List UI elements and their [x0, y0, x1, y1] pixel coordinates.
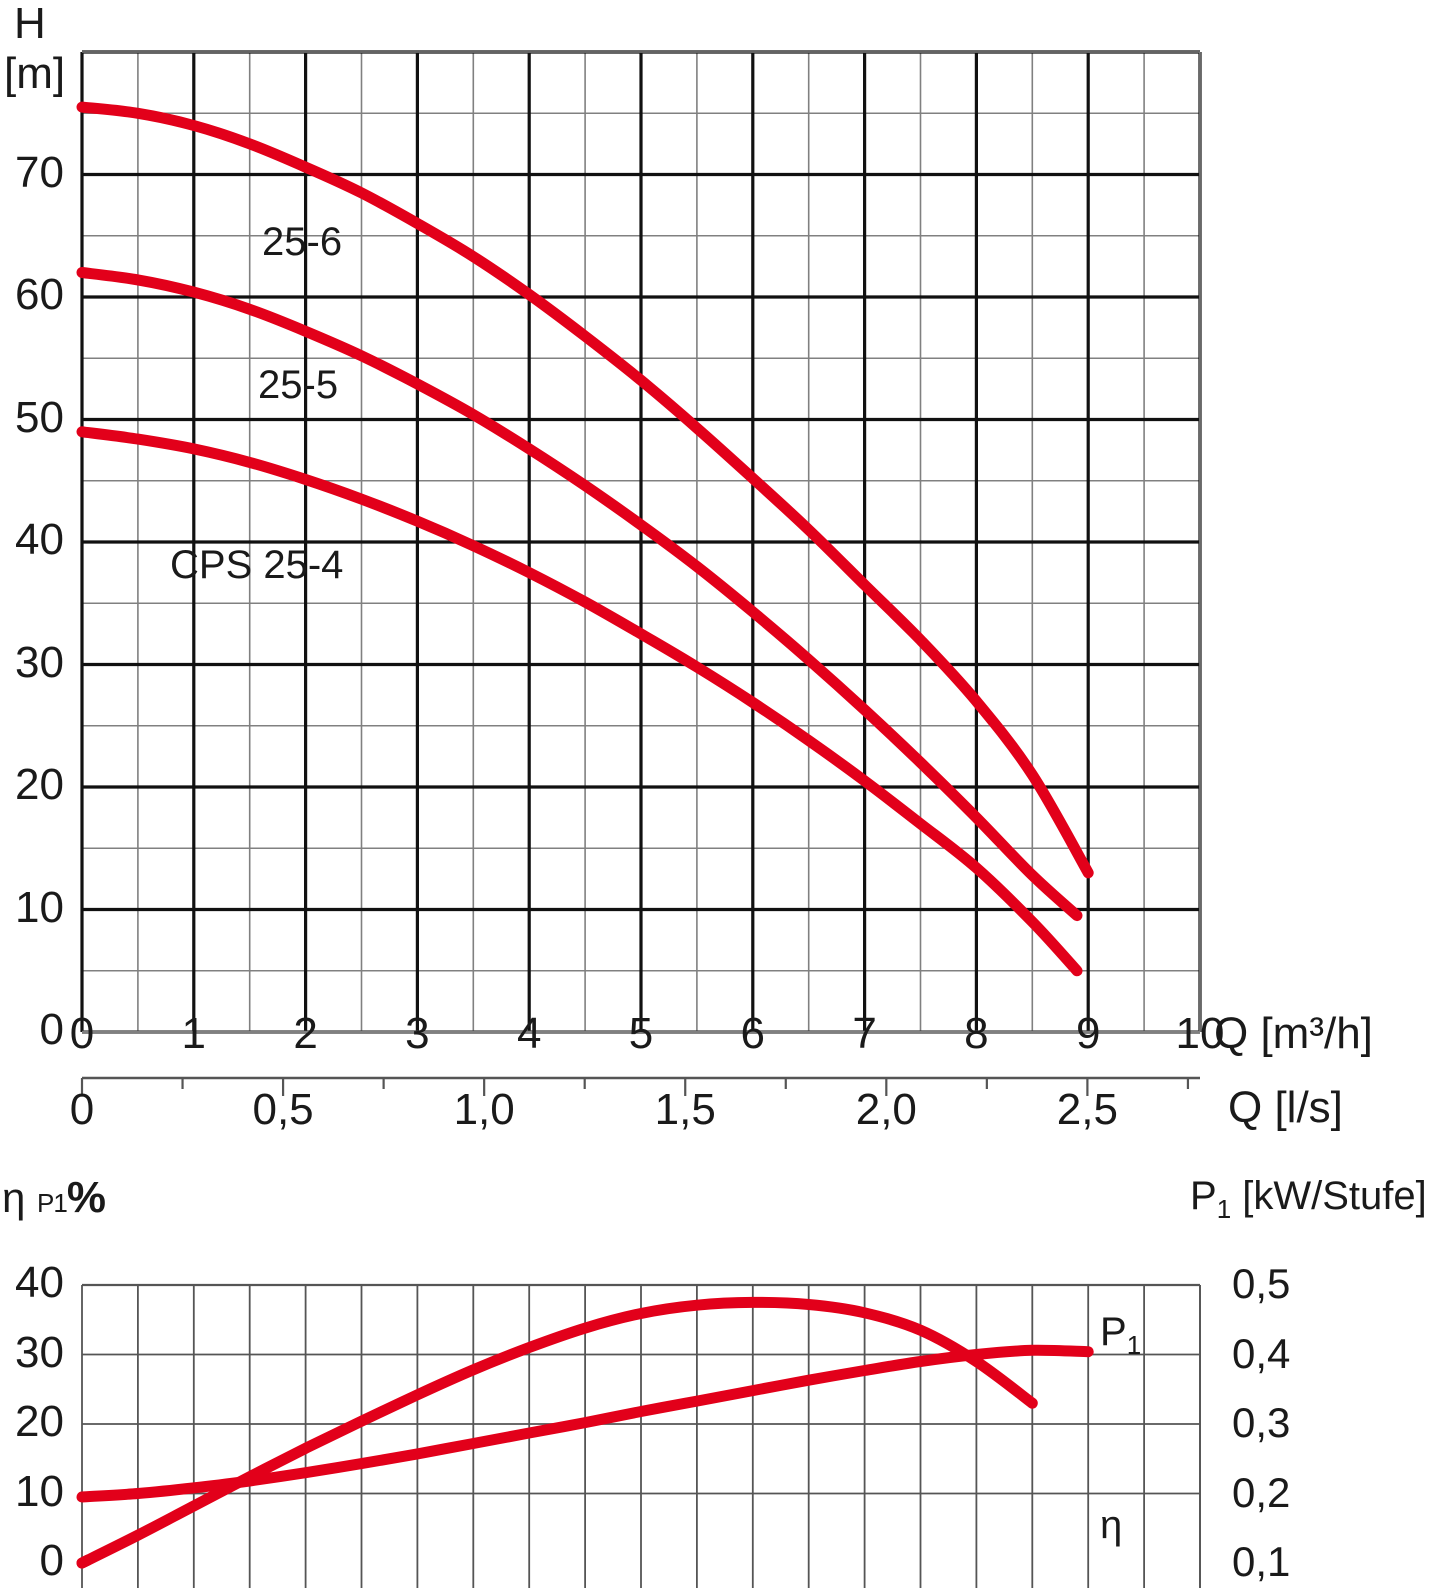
x-tick-m3h-1: 1	[181, 1009, 207, 1058]
lower-y-tick-30: 30	[15, 1327, 64, 1377]
x-tick-m3h-5: 5	[628, 1009, 654, 1058]
efficiency-axis-title: η P1%	[2, 1176, 106, 1220]
lower-y-tick-0: 0	[39, 1536, 64, 1585]
p1-tick-0,3: 0,3	[1232, 1399, 1291, 1446]
lower-y-tick-40: 40	[15, 1258, 64, 1307]
eta-subscript: P1	[37, 1188, 68, 1218]
power-symbol: P	[1190, 1174, 1217, 1218]
x-tick-ls-1,5: 1,5	[654, 1085, 716, 1134]
head-curve-25-6	[76, 101, 1094, 879]
x-tick-m3h-3: 3	[405, 1009, 430, 1058]
head-axis-unit: [m]	[4, 49, 66, 98]
y-tick-50: 50	[15, 392, 64, 442]
lower-curve-eta-tail	[76, 1554, 94, 1569]
x-tick-m3h-0: 0	[69, 1009, 95, 1058]
head-chart-major-grid	[80, 50, 1202, 1034]
head-chart-curves	[76, 101, 1094, 977]
curve-label-eta: η	[1100, 1505, 1122, 1545]
percent-symbol: %	[66, 1173, 106, 1222]
curve-label-25-5-text: 25-5	[258, 363, 339, 407]
y-tick-40: 40	[15, 515, 64, 564]
flow-ls-axis-title: Q [l/s]	[1228, 1083, 1343, 1132]
x-tick-m3h-6: 6	[740, 1009, 766, 1058]
x-tick-ls-2,0: 2,0	[855, 1085, 917, 1134]
y-tick-60: 60	[15, 270, 64, 319]
p1-tick-0,5: 0,5	[1232, 1260, 1291, 1307]
curve-label-p1: P1	[1100, 1312, 1141, 1358]
y-tick-70: 70	[15, 147, 64, 197]
efficiency-chart-curves	[76, 1296, 1094, 1569]
power-unit-text: [kW/Stufe]	[1231, 1174, 1427, 1218]
curve-label-25-5: 25-5	[258, 365, 338, 405]
p1-tick-0,1: 0,1	[1232, 1538, 1291, 1585]
x-tick-ls-1,0: 1,0	[453, 1085, 515, 1134]
head-curve-cps-25-4	[76, 426, 1083, 977]
curve-label-p1-text: P	[1100, 1310, 1127, 1354]
flow-m3h-axis-title: Q [m³/h]	[1214, 1009, 1373, 1058]
head-curve-25-5	[76, 267, 1083, 922]
y-tick-20: 20	[15, 760, 64, 809]
x-tick-m3h-4: 4	[516, 1009, 542, 1058]
x-tick-ls-0: 0	[69, 1085, 95, 1134]
efficiency-chart-grid	[81, 1283, 1201, 1588]
p1-tick-0,2: 0,2	[1232, 1468, 1291, 1516]
flow-ls-axis	[80, 1076, 1200, 1096]
x-tick-m3h-2: 2	[293, 1009, 318, 1058]
eta-symbol: η	[2, 1174, 26, 1221]
x-tick-ls-2,5: 2,5	[1056, 1085, 1118, 1134]
x-tick-m3h-7: 7	[852, 1009, 877, 1058]
power-axis-title: P1 [kW/Stufe]	[1190, 1176, 1427, 1222]
p1-tick-0,4: 0,4	[1232, 1329, 1291, 1377]
lower-y-tick-10: 10	[15, 1466, 64, 1516]
head-axis-title: H	[14, 0, 46, 48]
curve-label-25-6-text: 25-6	[262, 220, 343, 264]
x-tick-m3h-10: 10	[1175, 1009, 1225, 1058]
y-tick-30: 30	[15, 637, 64, 687]
curve-label-eta-text: η	[1100, 1503, 1123, 1547]
y-tick-10: 10	[15, 882, 64, 932]
curve-label-p1-subscript: 1	[1126, 1330, 1142, 1360]
x-tick-ls-0,5: 0,5	[252, 1085, 314, 1134]
x-tick-m3h-9: 9	[1075, 1009, 1101, 1058]
curve-label-cps-25-4-text: CPS 25-4	[170, 543, 344, 587]
x-tick-m3h-8: 8	[964, 1009, 989, 1058]
lower-curve-p1	[76, 1344, 1094, 1503]
y-tick-0: 0	[39, 1005, 64, 1054]
lower-y-tick-20: 20	[15, 1397, 64, 1446]
curve-label-cps-25-4: CPS 25-4	[170, 545, 343, 585]
curve-label-25-6: 25-6	[262, 222, 342, 262]
power-subscript: 1	[1216, 1194, 1232, 1224]
